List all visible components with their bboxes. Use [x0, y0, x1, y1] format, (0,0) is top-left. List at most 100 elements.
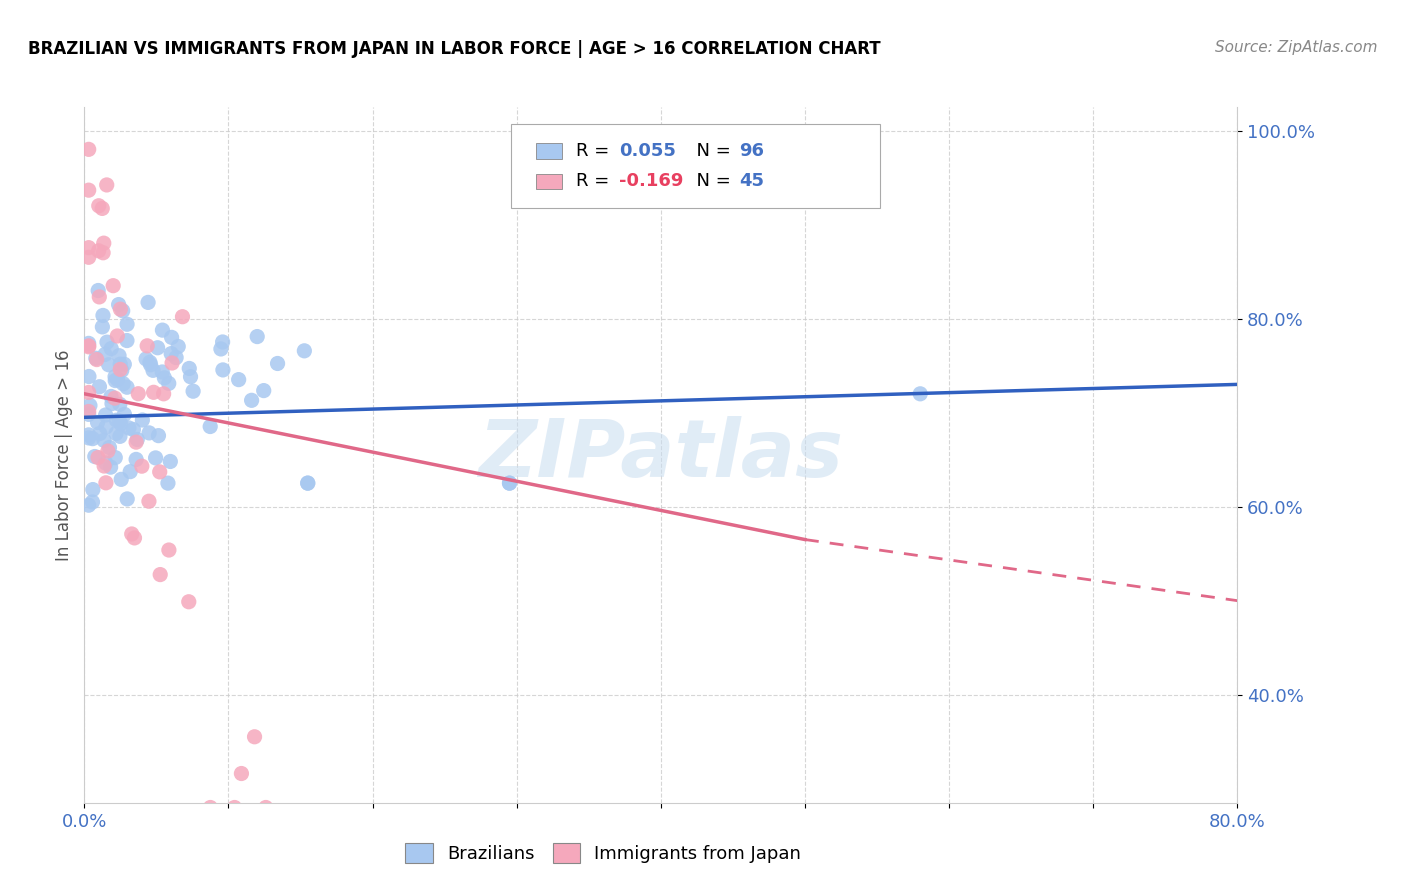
- Point: [127, 386, 149, 401]
- FancyBboxPatch shape: [510, 124, 880, 208]
- Point: [142, 385, 165, 400]
- Point: [83, 450, 105, 464]
- Point: [115, 380, 138, 394]
- Point: [149, 465, 172, 479]
- Point: [100, 460, 122, 475]
- Point: [89, 426, 111, 441]
- Point: [110, 472, 132, 486]
- Point: [115, 491, 138, 506]
- Point: [112, 357, 135, 371]
- Point: [93, 236, 115, 251]
- Point: [146, 341, 169, 355]
- Legend: Brazilians, Immigrants from Japan: Brazilians, Immigrants from Japan: [398, 836, 808, 871]
- Point: [127, 433, 149, 447]
- Point: [77, 431, 100, 445]
- Point: [150, 365, 173, 379]
- Point: [91, 309, 114, 323]
- Text: N =: N =: [685, 172, 737, 191]
- Point: [292, 343, 315, 358]
- Point: [156, 476, 179, 491]
- Point: [101, 396, 124, 410]
- Point: [77, 241, 100, 255]
- Point: [82, 432, 104, 446]
- Point: [145, 450, 167, 465]
- Point: [107, 297, 129, 311]
- Point: [110, 362, 132, 376]
- Point: [254, 800, 277, 814]
- Point: [177, 595, 200, 609]
- Point: [77, 340, 100, 354]
- Point: [91, 320, 114, 334]
- Point: [157, 376, 180, 391]
- Point: [152, 386, 174, 401]
- Point: [77, 427, 100, 442]
- Point: [498, 476, 520, 491]
- Point: [231, 766, 253, 780]
- Point: [142, 363, 165, 377]
- Point: [139, 358, 162, 372]
- Point: [181, 384, 204, 399]
- Point: [108, 357, 131, 371]
- Point: [77, 385, 100, 400]
- Point: [87, 244, 110, 258]
- Point: [104, 369, 127, 384]
- Point: [120, 465, 142, 479]
- Point: [498, 476, 520, 491]
- Point: [108, 349, 131, 363]
- Point: [209, 342, 232, 356]
- Point: [148, 428, 170, 442]
- Point: [180, 369, 202, 384]
- Point: [122, 423, 145, 437]
- Point: [97, 358, 120, 372]
- Point: [246, 329, 269, 343]
- Point: [157, 543, 180, 558]
- Point: [94, 408, 117, 422]
- Text: ZIPatlas: ZIPatlas: [478, 416, 844, 494]
- Point: [77, 250, 100, 264]
- Point: [97, 444, 120, 458]
- Point: [297, 476, 319, 491]
- Point: [82, 483, 104, 497]
- Point: [138, 494, 160, 508]
- Point: [172, 310, 194, 324]
- Point: [77, 339, 100, 353]
- Point: [153, 371, 176, 385]
- Point: [77, 369, 100, 384]
- Point: [139, 355, 162, 369]
- Point: [115, 334, 138, 348]
- Point: [131, 459, 153, 474]
- Point: [200, 419, 222, 434]
- Point: [103, 278, 124, 293]
- Point: [200, 800, 222, 814]
- Point: [240, 393, 263, 408]
- Point: [89, 290, 111, 304]
- Text: R =: R =: [575, 172, 614, 191]
- Point: [135, 351, 157, 366]
- Text: 0.055: 0.055: [619, 142, 676, 160]
- Point: [96, 335, 118, 350]
- Point: [114, 408, 136, 422]
- Point: [77, 183, 100, 197]
- Point: [93, 458, 115, 473]
- Point: [125, 452, 148, 467]
- Point: [124, 531, 146, 545]
- Point: [224, 800, 246, 814]
- Point: [165, 351, 187, 365]
- Text: BRAZILIAN VS IMMIGRANTS FROM JAPAN IN LABOR FORCE | AGE > 16 CORRELATION CHART: BRAZILIAN VS IMMIGRANTS FROM JAPAN IN LA…: [28, 40, 880, 58]
- Text: N =: N =: [685, 142, 737, 160]
- Point: [94, 475, 117, 490]
- Point: [212, 363, 235, 377]
- Point: [125, 435, 148, 450]
- Point: [118, 421, 141, 435]
- FancyBboxPatch shape: [536, 174, 561, 189]
- Text: R =: R =: [575, 142, 614, 160]
- Point: [243, 730, 266, 744]
- Point: [136, 295, 159, 310]
- Point: [131, 413, 153, 427]
- Text: 45: 45: [740, 172, 765, 191]
- Point: [84, 351, 107, 366]
- Point: [91, 202, 114, 216]
- Point: [100, 389, 122, 403]
- Point: [104, 374, 127, 388]
- Point: [89, 380, 111, 394]
